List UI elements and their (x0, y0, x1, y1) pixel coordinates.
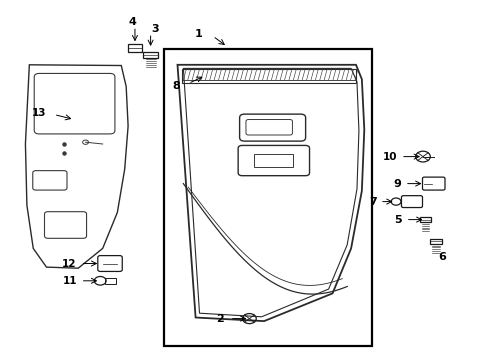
Text: 9: 9 (392, 179, 400, 189)
Text: 7: 7 (368, 197, 376, 207)
Bar (128, 44, 142, 52)
Bar (143, 52, 158, 58)
Text: 12: 12 (62, 258, 77, 269)
Text: 5: 5 (393, 215, 401, 225)
Text: 1: 1 (195, 29, 203, 39)
Text: 11: 11 (62, 276, 77, 286)
Text: 3: 3 (151, 24, 159, 34)
Bar (429, 239, 441, 244)
Text: 10: 10 (382, 152, 397, 162)
Text: 2: 2 (216, 314, 224, 324)
Bar (254, 154, 293, 167)
Bar (163, 49, 371, 346)
Bar (419, 217, 430, 222)
Text: 8: 8 (172, 81, 180, 91)
Text: 6: 6 (437, 252, 445, 262)
Bar (105, 278, 116, 284)
Text: 13: 13 (32, 108, 46, 118)
Text: 4: 4 (128, 17, 136, 27)
Bar (182, 69, 355, 83)
